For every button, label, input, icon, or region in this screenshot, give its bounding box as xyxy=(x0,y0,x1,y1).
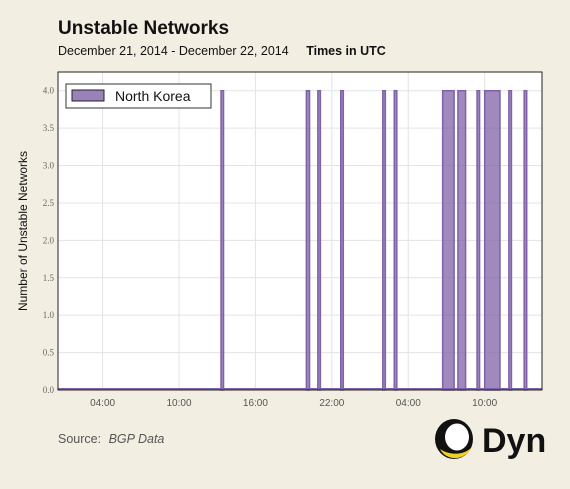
data-spike xyxy=(382,89,387,391)
x-tick-label: 04:00 xyxy=(90,398,115,409)
dyn-logo: Dyn xyxy=(435,419,546,460)
y-tick-label: 3.0 xyxy=(43,161,55,171)
data-spike xyxy=(220,89,225,391)
data-spike xyxy=(483,89,501,391)
source-value: BGP Data xyxy=(108,432,165,446)
data-spike xyxy=(317,89,322,391)
y-tick-label: 4.0 xyxy=(43,86,55,96)
y-tick-label: 0.0 xyxy=(43,385,55,395)
data-spike xyxy=(441,89,455,391)
dyn-logo-mark xyxy=(435,419,473,459)
y-tick-label: 1.0 xyxy=(43,310,55,320)
legend-swatch xyxy=(71,89,105,102)
timezone-note: Times in UTC xyxy=(306,44,386,58)
y-tick-label: 1.5 xyxy=(43,273,55,283)
data-spike xyxy=(393,89,398,391)
x-tick-label: 22:00 xyxy=(319,398,344,409)
x-tick-label: 04:00 xyxy=(396,398,421,409)
plot-border xyxy=(57,71,543,391)
x-tick-label: 16:00 xyxy=(243,398,268,409)
data-spike xyxy=(457,89,467,391)
x-tick-label: 10:00 xyxy=(166,398,191,409)
y-axis-label: Number of Unstable Networks xyxy=(16,151,30,311)
source-label: Source: xyxy=(58,432,102,446)
y-tick-label: 3.5 xyxy=(43,123,55,133)
data-spike xyxy=(476,89,481,391)
chart-title: Unstable Networks xyxy=(58,18,230,39)
dyn-logo-text: Dyn xyxy=(482,422,546,460)
data-spike xyxy=(305,89,311,391)
y-tick-label: 2.5 xyxy=(43,198,55,208)
data-spike xyxy=(340,89,345,391)
source-note: Source: BGP Data xyxy=(58,432,164,446)
y-tick-label: 0.5 xyxy=(43,348,55,358)
legend: North Korea xyxy=(65,83,212,109)
y-tick-label: 2.0 xyxy=(43,235,55,245)
data-spike xyxy=(508,89,513,391)
data-spike xyxy=(523,89,528,391)
x-tick-label: 10:00 xyxy=(472,398,497,409)
chart-subtitle: December 21, 2014 - December 22, 2014 Ti… xyxy=(58,44,386,58)
date-range: December 21, 2014 - December 22, 2014 xyxy=(58,44,289,58)
plot-area xyxy=(58,72,542,390)
legend-label: North Korea xyxy=(115,88,191,104)
